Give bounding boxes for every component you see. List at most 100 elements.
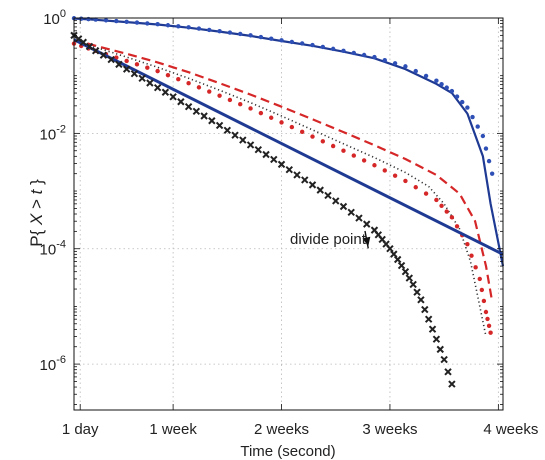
series-4-point bbox=[403, 178, 408, 184]
series-6-cross bbox=[138, 74, 146, 83]
series-6-cross bbox=[246, 141, 255, 149]
series-line-0 bbox=[73, 17, 505, 267]
series-4-point bbox=[483, 309, 489, 315]
series-6-cross bbox=[239, 136, 247, 144]
series-1-point bbox=[486, 158, 492, 164]
series-line-2 bbox=[73, 38, 494, 302]
plot-frame bbox=[73, 17, 504, 411]
series-1-point bbox=[449, 88, 455, 94]
series-4-point bbox=[372, 163, 377, 168]
series-4-point bbox=[165, 72, 171, 78]
series-1-point bbox=[423, 73, 429, 79]
series-6-cross bbox=[115, 60, 123, 69]
series-1-point bbox=[114, 18, 119, 24]
series-6-cross bbox=[254, 146, 263, 154]
series-1-point bbox=[403, 64, 408, 69]
series-4-point bbox=[258, 110, 264, 116]
annotation-label: divide point bbox=[290, 231, 367, 248]
series-6-cross bbox=[332, 197, 340, 205]
series-1-point bbox=[475, 124, 480, 129]
y-tick-label-2: 10-4 bbox=[40, 239, 66, 259]
series-6-cross bbox=[146, 79, 154, 87]
x-tick-label-4: 4 weeks bbox=[483, 421, 538, 438]
series-1-point bbox=[460, 99, 465, 105]
series-4-point bbox=[279, 120, 284, 125]
series-1-point bbox=[413, 68, 418, 74]
annotation-divide-point: divide point bbox=[290, 230, 371, 249]
series-4-point bbox=[134, 62, 140, 67]
series-1-point bbox=[439, 81, 444, 87]
series-6-cross bbox=[316, 186, 324, 194]
series-1-point bbox=[454, 94, 460, 99]
series-4-point bbox=[477, 276, 482, 282]
series-1-point bbox=[238, 31, 243, 37]
series-6-cross bbox=[262, 150, 270, 159]
series-1-point bbox=[207, 27, 212, 33]
series-6-cross bbox=[153, 83, 162, 92]
series-6-cross bbox=[85, 42, 94, 51]
series-1-point bbox=[351, 50, 357, 56]
series-1-point bbox=[483, 146, 489, 151]
series-1-point bbox=[165, 23, 171, 28]
series-4-point bbox=[145, 65, 150, 70]
series-6-cross bbox=[444, 368, 452, 376]
series-6-cross bbox=[169, 93, 177, 101]
series-1-point bbox=[155, 22, 160, 27]
series-6-cross bbox=[215, 121, 224, 130]
series-6-cross bbox=[161, 88, 170, 96]
series-4-point bbox=[124, 58, 129, 64]
series-4-point bbox=[361, 158, 367, 163]
series-4-point bbox=[392, 173, 398, 178]
series-6-cross bbox=[79, 38, 87, 46]
series-1-point bbox=[372, 54, 377, 60]
series-1-point bbox=[248, 33, 253, 38]
series-4-point bbox=[485, 316, 490, 322]
x-tick-label-1: 1 week bbox=[149, 421, 197, 438]
series-6-cross bbox=[347, 208, 355, 216]
series-6-cross bbox=[223, 126, 232, 135]
series-1-point bbox=[186, 25, 191, 30]
series-1-point bbox=[227, 30, 233, 35]
series-6-cross bbox=[417, 296, 425, 304]
series-4-point bbox=[320, 139, 326, 144]
series-6-cross bbox=[308, 181, 317, 189]
series-4-point bbox=[454, 224, 460, 229]
series-6-cross bbox=[231, 131, 239, 139]
series-4-point bbox=[155, 68, 160, 74]
series-4-point bbox=[217, 93, 222, 98]
series-6-cross bbox=[355, 214, 363, 222]
y-tick-label-0: 100 bbox=[43, 8, 66, 28]
series-4-point bbox=[413, 185, 418, 190]
series-1-point bbox=[310, 42, 315, 48]
series-1-point bbox=[196, 26, 202, 31]
series-4-point bbox=[248, 106, 253, 111]
series-6-cross bbox=[277, 160, 286, 169]
series-1-point bbox=[341, 48, 346, 54]
series-1-point bbox=[269, 36, 274, 41]
series-1-point bbox=[258, 34, 264, 40]
series-6-cross bbox=[436, 345, 444, 354]
series-4-point bbox=[382, 168, 387, 173]
series-4-point bbox=[434, 197, 439, 203]
series-1-point bbox=[103, 18, 109, 23]
series-4-point bbox=[227, 97, 233, 103]
series-line-3 bbox=[73, 40, 487, 337]
series-4-point bbox=[479, 287, 485, 293]
series-6-cross bbox=[285, 165, 293, 174]
y-tick-label-3: 10-6 bbox=[40, 354, 66, 374]
series-6-cross bbox=[184, 102, 193, 111]
series-1-point bbox=[289, 39, 295, 45]
series-6-cross bbox=[424, 315, 433, 323]
series-1-point bbox=[124, 19, 129, 24]
series-6-cross bbox=[401, 267, 410, 276]
series-6-cross bbox=[301, 176, 309, 184]
series-6-cross bbox=[200, 112, 208, 120]
x-tick-label-0: 1 day bbox=[62, 421, 99, 438]
series-1-point bbox=[465, 105, 470, 110]
series-6-cross bbox=[421, 305, 429, 314]
series-4-point bbox=[269, 115, 274, 120]
series-1-point bbox=[217, 29, 222, 34]
series-1-point bbox=[382, 57, 387, 63]
series-4-point bbox=[186, 81, 191, 86]
